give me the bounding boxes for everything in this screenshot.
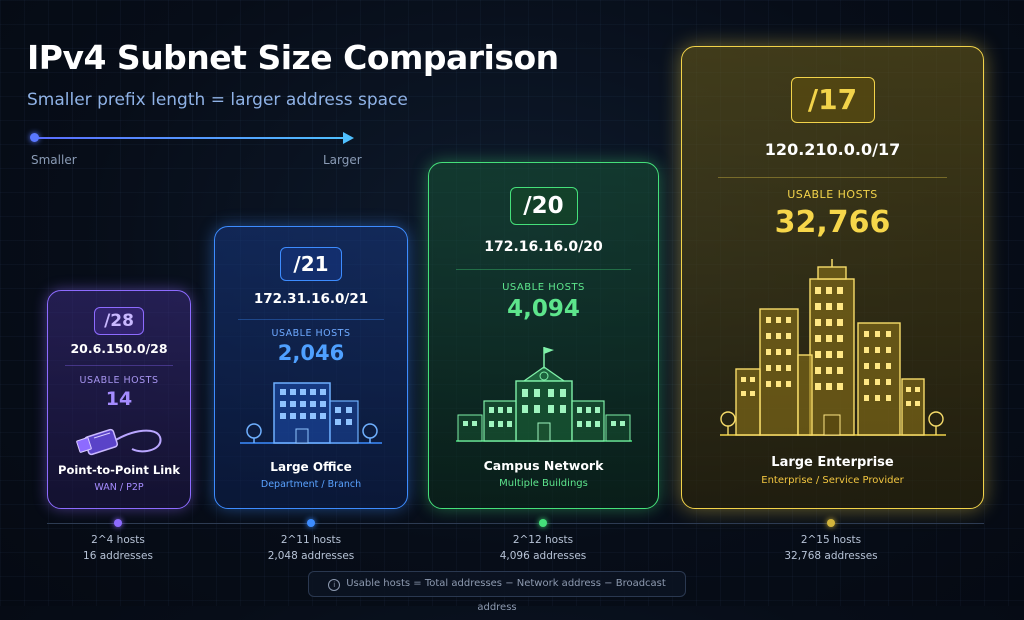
prefix-badge: /21 bbox=[280, 247, 342, 281]
axis-label-28: 2^4 hosts 16 addresses bbox=[48, 532, 188, 564]
card-caption: Large Office bbox=[270, 460, 352, 474]
prefix-badge: /20 bbox=[509, 187, 578, 225]
card-caption: Campus Network bbox=[483, 458, 604, 473]
prefix-badge: /17 bbox=[790, 77, 875, 123]
card-caption: Point-to-Point Link bbox=[58, 463, 180, 477]
axis-addresses: 4,096 addresses bbox=[499, 550, 587, 562]
subnet-card-28: /28 20.6.150.0/28 USABLE HOSTS 14 Point-… bbox=[47, 290, 191, 509]
axis-label-17: 2^15 hosts 32,768 addresses bbox=[761, 532, 901, 564]
divider bbox=[238, 319, 384, 320]
card-subcaption: WAN / P2P bbox=[94, 482, 144, 493]
axis-label-20: 2^12 hosts 4,096 addresses bbox=[473, 532, 613, 564]
network-address: 172.31.16.0/21 bbox=[253, 291, 369, 307]
ethernet-cable-icon bbox=[76, 428, 162, 456]
divider bbox=[718, 177, 947, 178]
usable-hosts-value: 4,094 bbox=[507, 296, 580, 322]
divider bbox=[65, 365, 173, 366]
axis-marker-21 bbox=[307, 519, 315, 527]
campus-icon bbox=[455, 347, 632, 442]
subnet-card-21: /21 172.31.16.0/21 USABLE HOSTS 2,046 La… bbox=[214, 226, 408, 509]
page-title: IPv4 Subnet Size Comparison bbox=[27, 38, 559, 77]
usable-hosts-value: 32,766 bbox=[774, 205, 891, 240]
axis-marker-28 bbox=[114, 519, 122, 527]
axis-power: 2^15 hosts bbox=[800, 534, 862, 546]
size-scale-start-dot bbox=[30, 133, 39, 142]
axis-addresses: 2,048 addresses bbox=[267, 550, 355, 562]
scale-label-larger: Larger bbox=[323, 153, 362, 167]
footnote: i Usable hosts = Total addresses − Networ… bbox=[308, 571, 686, 613]
arrow-right-icon bbox=[343, 132, 354, 144]
usable-hosts-label: USABLE HOSTS bbox=[271, 328, 351, 339]
network-address: 20.6.150.0/28 bbox=[70, 341, 168, 356]
prefix-badge: /28 bbox=[94, 307, 144, 335]
axis-marker-20 bbox=[539, 519, 547, 527]
footnote-text: Usable hosts = Total addresses − Network… bbox=[346, 578, 666, 613]
card-subcaption: Enterprise / Service Provider bbox=[761, 475, 904, 486]
page-subtitle: Smaller prefix length = larger address s… bbox=[27, 90, 408, 110]
axis-addresses: 32,768 addresses bbox=[784, 550, 878, 562]
divider bbox=[456, 269, 631, 270]
usable-hosts-value: 14 bbox=[105, 388, 133, 410]
card-subcaption: Multiple Buildings bbox=[499, 478, 588, 489]
usable-hosts-label: USABLE HOSTS bbox=[79, 375, 159, 386]
axis-label-21: 2^11 hosts 2,048 addresses bbox=[241, 532, 381, 564]
axis-addresses: 16 addresses bbox=[83, 550, 153, 562]
size-scale-line bbox=[34, 137, 346, 139]
axis-marker-17 bbox=[827, 519, 835, 527]
card-caption: Large Enterprise bbox=[771, 455, 894, 470]
usable-hosts-label: USABLE HOSTS bbox=[502, 282, 585, 293]
subnet-card-20: /20 172.16.16.0/20 USABLE HOSTS 4,094 Ca… bbox=[428, 162, 659, 509]
info-icon: i bbox=[328, 579, 341, 591]
host-count-axis bbox=[47, 523, 984, 524]
axis-power: 2^11 hosts bbox=[280, 534, 342, 546]
city-skyline-icon bbox=[719, 259, 946, 436]
card-subcaption: Department / Branch bbox=[260, 479, 362, 490]
subnet-card-17: /17 120.210.0.0/17 USABLE HOSTS 32,766 bbox=[681, 46, 984, 509]
usable-hosts-value: 2,046 bbox=[277, 341, 345, 365]
usable-hosts-label: USABLE HOSTS bbox=[787, 188, 878, 201]
office-building-icon bbox=[240, 382, 382, 444]
axis-power: 2^4 hosts bbox=[91, 534, 145, 546]
axis-power: 2^12 hosts bbox=[512, 534, 574, 546]
scale-label-smaller: Smaller bbox=[31, 153, 77, 167]
network-address: 120.210.0.0/17 bbox=[764, 140, 901, 159]
network-address: 172.16.16.0/20 bbox=[484, 239, 603, 255]
